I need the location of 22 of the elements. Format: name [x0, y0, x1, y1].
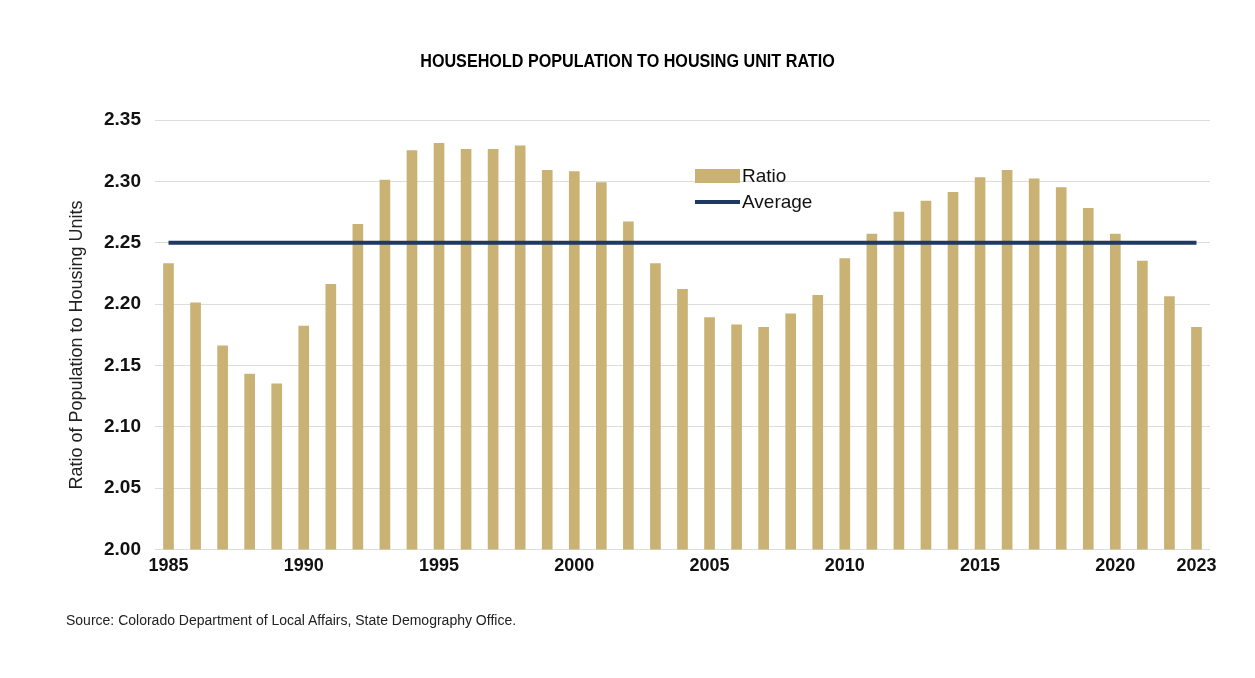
x-tick-label: 2020: [1095, 555, 1136, 576]
y-tick-label: 2.30: [104, 169, 141, 191]
x-tick-label: 2000: [554, 555, 595, 576]
x-tick-label: 1985: [148, 555, 189, 576]
x-tick-label: 1990: [283, 555, 324, 576]
legend-label: Ratio: [741, 164, 788, 188]
x-tick-label: 2005: [689, 555, 730, 576]
y-axis-title: Ratio of Population to Housing Units: [65, 200, 87, 490]
y-tick-label: 2.25: [104, 230, 142, 252]
y-tick-label: 2.10: [104, 414, 141, 436]
x-tick-label: 2010: [824, 555, 865, 576]
chart-title: HOUSEHOLD POPULATION TO HOUSING UNIT RATIO: [419, 50, 836, 72]
y-tick-label: 2.35: [104, 108, 142, 130]
y-tick-label: 2.20: [104, 292, 141, 314]
legend-label: Average: [741, 190, 813, 214]
x-tick-label: 2015: [960, 555, 1001, 576]
x-tick-label: 2023: [1176, 555, 1217, 576]
y-tick-label: 2.05: [104, 476, 142, 498]
source-note: Source: Colorado Department of Local Affairs, State Demography Office.: [66, 612, 517, 628]
x-tick-label: 1995: [419, 555, 460, 576]
y-tick-label: 2.00: [104, 537, 141, 559]
y-tick-label: 2.15: [104, 353, 142, 375]
